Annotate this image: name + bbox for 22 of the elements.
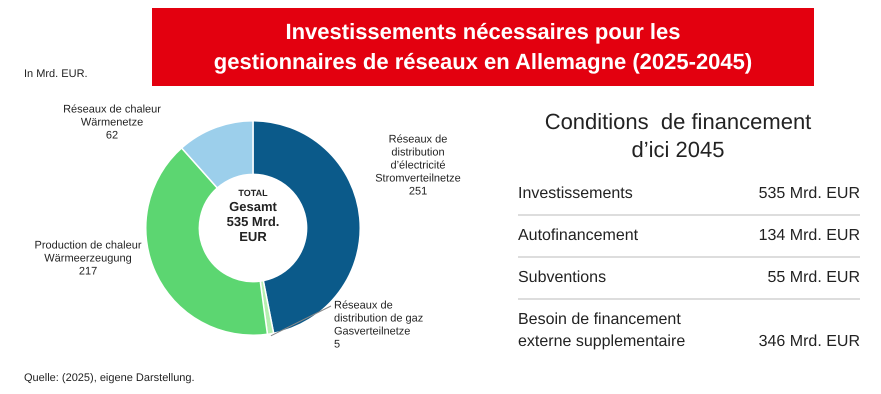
slice-label: Réseaux de distribution de gaz Gasverteilnetze <box>334 300 424 338</box>
chart-title: Investissements nécessaires pour les gestionnaires de réseaux en Allemagne (2025-2045) <box>152 8 814 86</box>
text: Autofinancement <box>518 226 638 246</box>
slice-label: Production de chaleur Wärmeerzeugung <box>34 240 142 265</box>
text: Besoin de financement externe supplementaire <box>518 310 686 352</box>
text: 346 Mrd. EUR <box>758 332 860 352</box>
source-note: Quelle: (2025), eigene Darstellung. <box>24 372 195 384</box>
slice-label: Réseaux de chaleur Wärmenetze <box>63 104 162 129</box>
data-label: 251 <box>408 186 428 198</box>
data-label: 62 <box>106 130 118 142</box>
text: Conditions de financement d’ici 2045 <box>544 108 812 164</box>
chart-subtitle: In Mrd. EUR. <box>24 68 88 80</box>
text: TOTAL <box>237 188 269 198</box>
text: 134 Mrd. EUR <box>758 226 860 246</box>
data-label: 217 <box>78 266 98 278</box>
text: Gesamt 535 Mrd. EUR <box>226 199 280 244</box>
data-label: 5 <box>334 338 340 351</box>
text: Investissements <box>518 184 633 204</box>
slice-label: Réseaux de distribution d’électricité Stromverteilnetze <box>375 134 461 185</box>
text: 55 Mrd. EUR <box>768 268 860 288</box>
text: 535 Mrd. EUR <box>758 184 860 204</box>
text: Subventions <box>518 268 606 288</box>
